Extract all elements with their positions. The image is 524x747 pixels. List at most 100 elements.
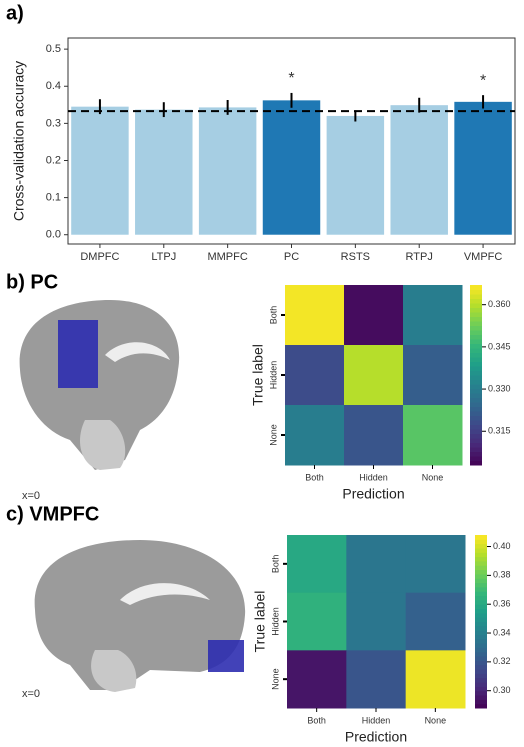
colorbar-segment xyxy=(470,353,482,358)
heatmap-cell xyxy=(346,650,406,708)
colorbar-segment xyxy=(470,389,482,394)
colorbar-segment xyxy=(475,665,487,670)
colorbar-segment xyxy=(475,613,487,618)
x-tick-label: VMPFC xyxy=(464,251,503,263)
colorbar-segment xyxy=(470,290,482,295)
colorbar-segment xyxy=(470,375,482,380)
y-tick-label: None xyxy=(270,668,280,690)
colorbar-segment xyxy=(475,617,487,622)
heatmap-cell xyxy=(285,285,345,346)
colorbar-segment xyxy=(470,447,482,452)
colorbar-segment xyxy=(475,639,487,644)
colorbar-segment xyxy=(470,407,482,412)
bar xyxy=(71,107,128,235)
colorbar-segment xyxy=(470,371,482,376)
heatmap-cell xyxy=(344,405,404,466)
colorbar-segment xyxy=(470,380,482,385)
heatmap-cell xyxy=(403,405,463,466)
bar xyxy=(199,107,256,234)
figure: a)Cross-validation accuracy0.00.10.20.30… xyxy=(0,0,524,747)
heatmap-cell xyxy=(344,285,404,346)
colorbar-segment xyxy=(475,669,487,674)
colorbar-segment xyxy=(475,570,487,575)
x-tick-label: DMPFC xyxy=(80,251,119,263)
heatmap-cell xyxy=(285,345,345,406)
colorbar-segment xyxy=(475,652,487,657)
x-tick-label: LTPJ xyxy=(151,251,176,263)
heatmap-cell xyxy=(287,650,347,708)
colorbar-segment xyxy=(470,299,482,304)
bar xyxy=(454,102,511,235)
x-tick-label: Both xyxy=(305,472,324,482)
colorbar-tick-label: 0.345 xyxy=(488,341,511,351)
brain-image xyxy=(35,540,245,692)
bar xyxy=(135,110,192,235)
colorbar-segment xyxy=(475,682,487,687)
heatmap-cell xyxy=(346,593,406,651)
colorbar-tick-label: 0.30 xyxy=(493,685,511,695)
colorbar-segment xyxy=(475,552,487,557)
colorbar-segment xyxy=(475,565,487,570)
colorbar-segment xyxy=(475,609,487,614)
x-axis-label: Prediction xyxy=(345,729,407,745)
y-tick-label: Hidden xyxy=(268,361,278,390)
heatmap-cell xyxy=(287,593,347,651)
colorbar-segment xyxy=(475,643,487,648)
colorbar-segment xyxy=(475,587,487,592)
colorbar-segment xyxy=(470,384,482,389)
x-tick-label: PC xyxy=(284,251,299,263)
colorbar-tick-label: 0.315 xyxy=(488,426,511,436)
significance-mark: * xyxy=(288,70,294,87)
heatmap-cell xyxy=(403,285,463,346)
significance-mark: * xyxy=(480,72,486,89)
y-tick-label: 0.5 xyxy=(46,43,61,55)
y-tick-label: 0.4 xyxy=(46,80,61,92)
colorbar-segment xyxy=(470,326,482,331)
colorbar-segment xyxy=(475,539,487,544)
colorbar-segment xyxy=(475,660,487,665)
bar xyxy=(327,116,384,235)
colorbar-segment xyxy=(475,591,487,596)
heatmap-cell xyxy=(406,535,466,593)
colorbar-segment xyxy=(470,317,482,322)
colorbar-segment xyxy=(475,561,487,566)
colorbar-segment xyxy=(470,398,482,403)
colorbar-segment xyxy=(475,673,487,678)
y-tick-label: None xyxy=(268,424,278,446)
colorbar-segment xyxy=(470,456,482,461)
colorbar-segment xyxy=(475,578,487,583)
x-tick-label: None xyxy=(425,715,447,725)
y-tick-label: Both xyxy=(268,306,278,325)
colorbar-segment xyxy=(470,285,482,290)
colorbar-segment xyxy=(475,699,487,704)
colorbar-segment xyxy=(475,634,487,639)
colorbar-segment xyxy=(475,548,487,553)
colorbar-segment xyxy=(475,574,487,579)
colorbar-segment xyxy=(475,695,487,700)
colorbar-segment xyxy=(475,678,487,683)
slice-label: x=0 xyxy=(22,490,40,502)
slice-label: x=0 xyxy=(22,688,40,700)
y-axis-label: True label xyxy=(252,591,268,653)
colorbar-segment xyxy=(475,535,487,540)
colorbar-segment xyxy=(470,434,482,439)
heatmap-cell xyxy=(406,593,466,651)
heatmap-cell xyxy=(285,405,345,466)
y-tick-label: 0.1 xyxy=(46,192,61,204)
colorbar-segment xyxy=(470,443,482,448)
colorbar-segment xyxy=(470,438,482,443)
colorbar-tick-label: 0.360 xyxy=(488,299,511,309)
colorbar-segment xyxy=(470,357,482,362)
colorbar-segment xyxy=(470,411,482,416)
colorbar-tick-label: 0.36 xyxy=(493,599,511,609)
heatmap-cell xyxy=(403,345,463,406)
colorbar-segment xyxy=(470,461,482,466)
colorbar-segment xyxy=(470,429,482,434)
colorbar-segment xyxy=(470,335,482,340)
heatmap-cell xyxy=(287,535,347,593)
panel-title: b) PC xyxy=(6,271,58,293)
colorbar-tick-label: 0.40 xyxy=(493,541,511,551)
colorbar-segment xyxy=(470,452,482,457)
colorbar-segment xyxy=(475,626,487,631)
bar xyxy=(263,100,320,234)
